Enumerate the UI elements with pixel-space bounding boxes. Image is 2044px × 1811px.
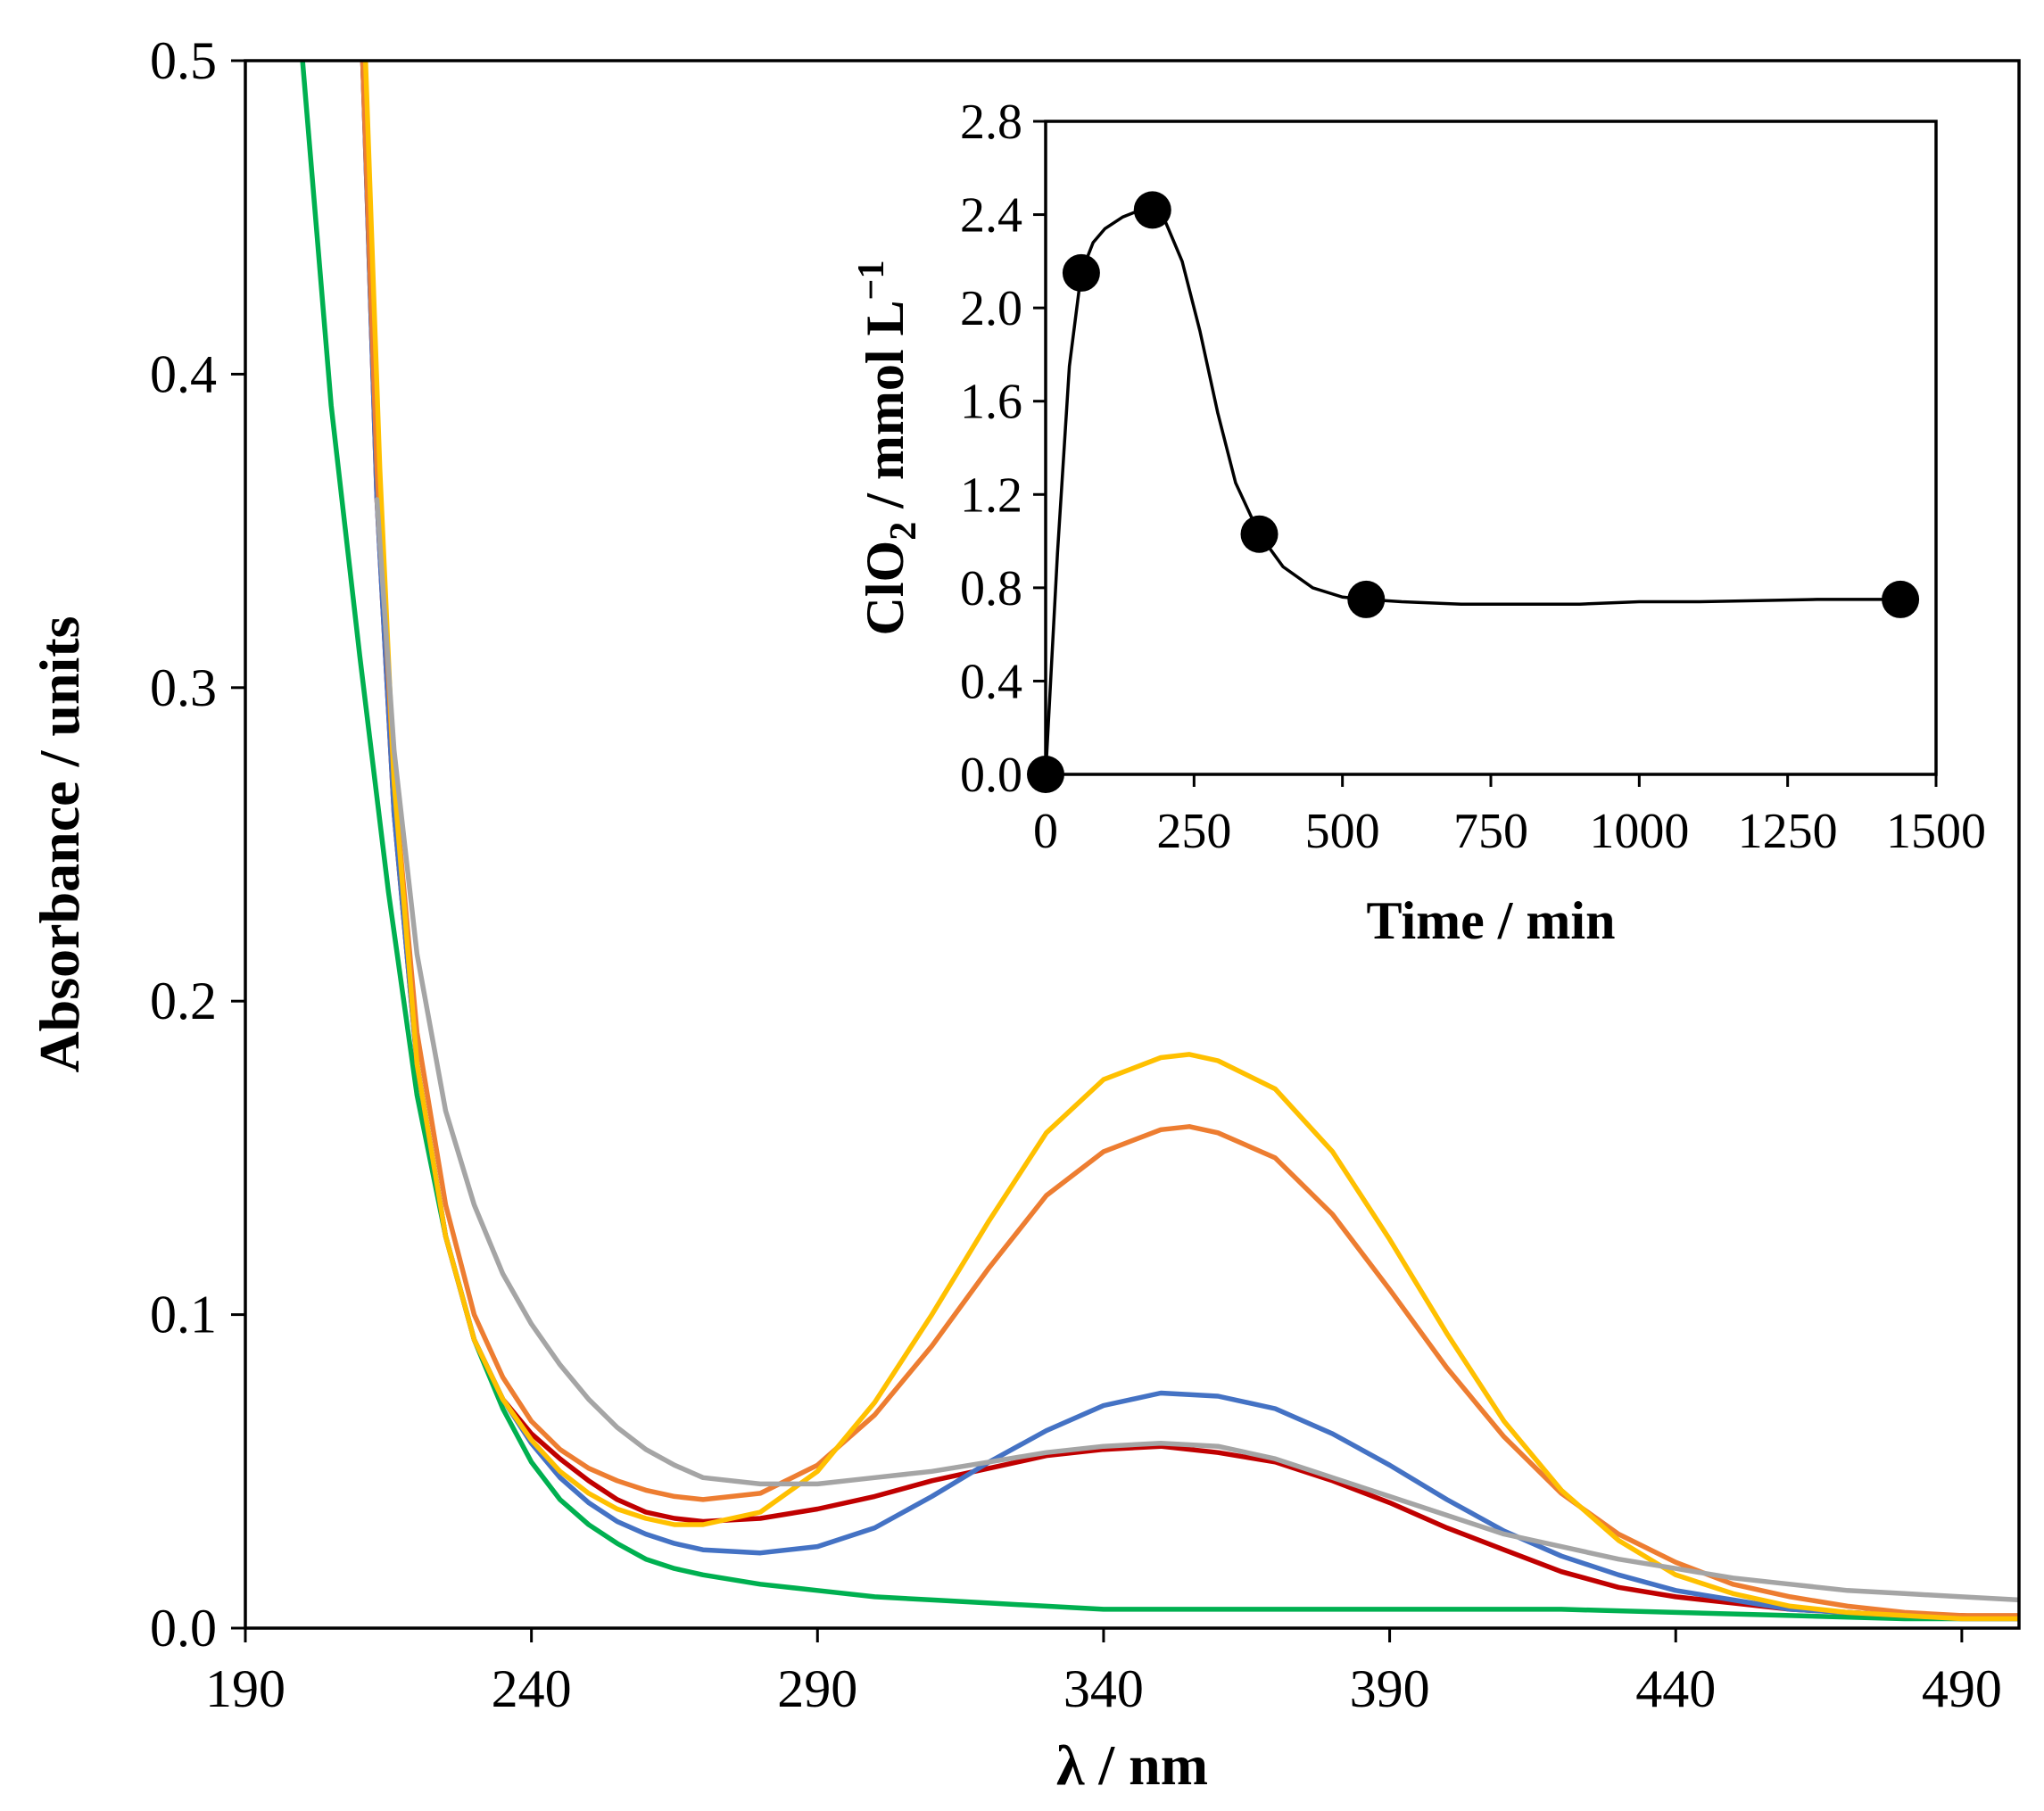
inset-x-tick-label: 0 [1033, 804, 1058, 859]
main-x-axis-title: λ / nm [1056, 1733, 1208, 1797]
main-chart: 190 240 290 340 390 440 490 0.0 0.1 0.2 0.3 0.4 0.5… [28, 31, 2021, 1797]
inset-chart: 0 250 500 750 1000 1250 1500 0.0 0.4 0.8 1.2 1.6 2.… [851, 95, 1986, 950]
main-y-tick-labels: 0.0 0.1 0.2 0.3 0.4 0.5 [150, 31, 217, 1658]
inset-y-title-part-1: ClO [856, 541, 914, 636]
main-y-tick-label: 0.3 [150, 658, 217, 717]
main-x-tick-label: 440 [1635, 1659, 1716, 1718]
inset-x-tick-labels: 0 250 500 750 1000 1250 1500 [1033, 804, 1986, 859]
inset-y-title-superscript: −1 [851, 260, 892, 301]
main-y-tick-label: 0.2 [150, 972, 217, 1030]
inset-y-tick-label: 2.0 [960, 281, 1022, 336]
inset-y-tick-label: 0.0 [960, 748, 1022, 803]
inset-x-tick-label: 1250 [1738, 804, 1838, 859]
inset-axis-ticks [1033, 120, 1938, 787]
inset-y-tick-labels: 0.0 0.4 0.8 1.2 1.6 2.0 2.4 2.8 [960, 95, 1022, 803]
inset-x-axis-title: Time / min [1367, 891, 1616, 950]
inset-x-tick-label: 1500 [1886, 804, 1986, 859]
main-plot-frame [244, 59, 2021, 1630]
inset-y-tick-label: 0.4 [960, 654, 1022, 709]
inset-y-tick-label: 2.4 [960, 188, 1022, 244]
main-x-tick-label: 190 [205, 1659, 285, 1718]
inset-x-tick-label: 1000 [1589, 804, 1689, 859]
inset-data-points [1027, 191, 1920, 793]
main-x-tick-label: 340 [1063, 1659, 1144, 1718]
main-y-tick-label: 0.5 [150, 31, 217, 90]
inset-fit-curve [1044, 208, 1901, 775]
main-y-tick-label: 0.1 [150, 1286, 217, 1344]
main-axis-ticks [231, 59, 1964, 1642]
main-y-axis-title: Absorbance / units [28, 616, 91, 1072]
inset-plot-frame [1044, 120, 1938, 776]
inset-data-point [1062, 253, 1100, 292]
main-x-tick-labels: 190 240 290 340 390 440 490 [205, 1659, 2002, 1718]
main-x-tick-label: 240 [492, 1659, 572, 1718]
inset-y-title-part-2: / mmol L [856, 300, 914, 521]
inset-y-tick-label: 1.2 [960, 467, 1022, 523]
inset-data-point [1240, 515, 1279, 553]
main-series-group [300, 61, 2019, 1622]
main-x-tick-label: 490 [1922, 1659, 2002, 1718]
main-x-tick-label: 290 [777, 1659, 857, 1718]
series-line-orange [360, 61, 2019, 1618]
inset-y-title-subscript: 2 [883, 522, 924, 541]
inset-y-axis-title: ClO2 / mmol L−1 [851, 260, 924, 636]
inset-data-point [1882, 580, 1920, 618]
series-line-gray [374, 497, 2019, 1603]
inset-data-point [1133, 191, 1171, 229]
inset-x-tick-label: 750 [1453, 804, 1528, 859]
main-x-tick-label: 390 [1350, 1659, 1430, 1718]
inset-y-tick-label: 2.8 [960, 95, 1022, 150]
inset-x-tick-label: 500 [1305, 804, 1380, 859]
inset-x-tick-label: 250 [1156, 804, 1231, 859]
inset-y-tick-label: 1.6 [960, 375, 1022, 430]
inset-y-tick-label: 0.8 [960, 561, 1022, 616]
main-y-tick-label: 0.0 [150, 1599, 217, 1658]
main-y-tick-label: 0.4 [150, 344, 217, 403]
inset-data-point [1347, 580, 1386, 618]
